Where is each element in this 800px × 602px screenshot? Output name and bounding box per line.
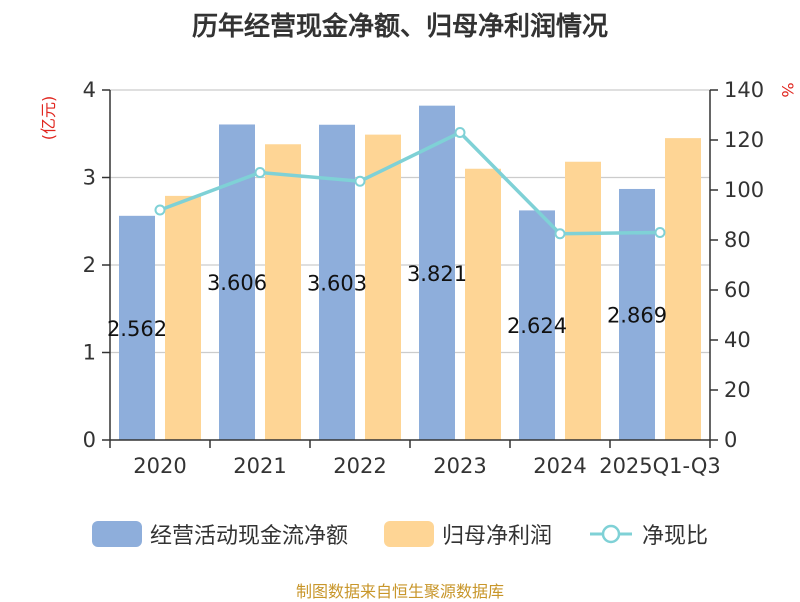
bar-net-profit xyxy=(465,168,501,440)
x-tick-label: 2024 xyxy=(533,454,586,478)
line-point-cash-ratio xyxy=(254,167,266,178)
legend-label-cash-ratio: 净现比 xyxy=(642,524,709,549)
data-labels: 2.562 3.606 3.603 3.821 2.624 2.869 xyxy=(107,262,667,341)
right-tick-label: 20 xyxy=(724,378,751,402)
x-tick-label: 2025Q1-Q3 xyxy=(599,454,721,478)
line-series xyxy=(154,127,666,240)
legend-item-cashflow[interactable]: 经营活动现金流净额 xyxy=(91,518,348,550)
line-point-cash-ratio xyxy=(354,175,366,187)
bar-net-profit xyxy=(565,161,601,440)
bar-series xyxy=(119,105,701,441)
line-cash-ratio xyxy=(159,130,661,236)
right-tick-label: 60 xyxy=(724,278,751,302)
bar-cashflow xyxy=(419,105,455,440)
legend-item-net-profit[interactable]: 归母净利润 xyxy=(383,518,552,550)
x-tick-label: 2023 xyxy=(433,454,486,478)
line-point-cash-ratio xyxy=(554,228,566,240)
line-point-cash-ratio xyxy=(154,204,166,216)
left-tick-label: 3 xyxy=(83,166,96,190)
left-tick-label: 1 xyxy=(83,341,96,365)
right-axis-unit: % xyxy=(778,82,797,97)
legend-label-cashflow: 经营活动现金流净额 xyxy=(149,524,348,549)
line-point-cash-ratio xyxy=(654,227,666,238)
right-tick-label: 80 xyxy=(724,228,751,252)
bar-data-label: 3.606 xyxy=(207,271,267,295)
bar-data-label: 3.603 xyxy=(307,271,367,295)
legend-label-net-profit: 归母净利润 xyxy=(441,524,552,549)
bar-cashflow xyxy=(619,188,655,440)
right-tick-label: 120 xyxy=(724,128,764,152)
left-tick-label: 0 xyxy=(83,428,96,452)
legend: 经营活动现金流净额 归母净利润 净现比 xyxy=(0,512,800,556)
bar-data-label: 2.869 xyxy=(607,303,667,327)
legend-swatch-net-profit xyxy=(383,521,434,547)
right-tick-label: 40 xyxy=(724,328,751,352)
x-tick-label: 2020 xyxy=(133,454,186,478)
bar-cashflow xyxy=(519,210,555,440)
bar-data-label: 3.821 xyxy=(407,262,467,286)
grid-lines xyxy=(110,89,710,354)
bar-data-label: 2.624 xyxy=(507,314,567,338)
right-tick-label: 140 xyxy=(724,78,764,102)
bar-data-label: 2.562 xyxy=(107,317,167,341)
x-tick-label: 2021 xyxy=(233,454,286,478)
bar-net-profit xyxy=(165,195,201,440)
bar-net-profit xyxy=(265,144,301,440)
legend-swatch-cashflow xyxy=(91,521,142,547)
bar-net-profit xyxy=(665,138,701,440)
line-circle-marker-icon xyxy=(590,524,632,544)
left-tick-label: 2 xyxy=(83,253,96,277)
right-tick-label: 0 xyxy=(724,428,737,452)
line-point-cash-ratio xyxy=(454,127,466,138)
x-tick-label: 2022 xyxy=(333,454,386,478)
legend-item-cash-ratio[interactable]: 净现比 xyxy=(588,518,708,550)
source-note: 制图数据来自恒生聚源数据库 xyxy=(295,582,504,601)
left-axis-unit: (亿元) xyxy=(39,96,58,141)
left-tick-label: 4 xyxy=(83,78,96,102)
chart-title: 历年经营现金净额、归母净利润情况 xyxy=(191,12,608,42)
right-tick-label: 100 xyxy=(724,178,764,202)
bar-net-profit xyxy=(365,134,401,440)
bar-cashflow xyxy=(119,215,155,440)
